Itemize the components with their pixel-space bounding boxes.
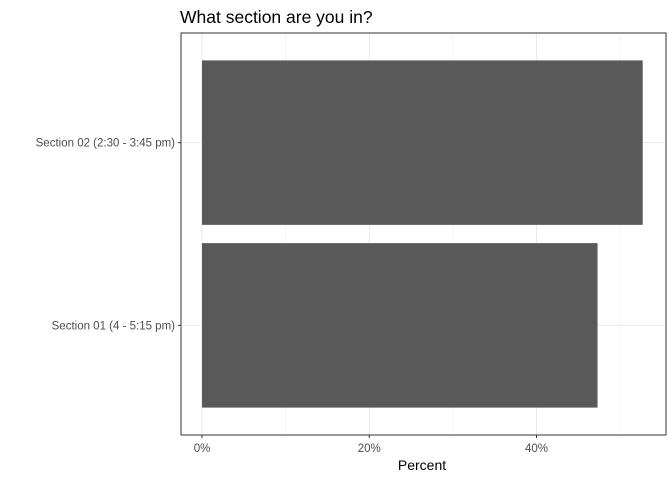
- chart-title: What section are you in?: [180, 7, 373, 27]
- bar: [202, 243, 598, 408]
- x-tick-label: 0%: [194, 443, 211, 455]
- x-axis: 0% 20% 40%: [194, 435, 548, 455]
- bar: [202, 60, 643, 225]
- y-tick-label: Section 01 (4 - 5:15 pm): [52, 320, 176, 332]
- x-axis-title: Percent: [398, 457, 446, 473]
- plot-panel-border: [180, 32, 667, 436]
- bars: [202, 60, 643, 408]
- x-tick-label: 40%: [525, 443, 548, 455]
- y-tick-label: Section 02 (2:30 - 3:45 pm): [36, 138, 176, 150]
- y-axis: Section 01 (4 - 5:15 pm) Section 02 (2:30…: [36, 138, 181, 332]
- x-tick-label: 20%: [358, 443, 381, 455]
